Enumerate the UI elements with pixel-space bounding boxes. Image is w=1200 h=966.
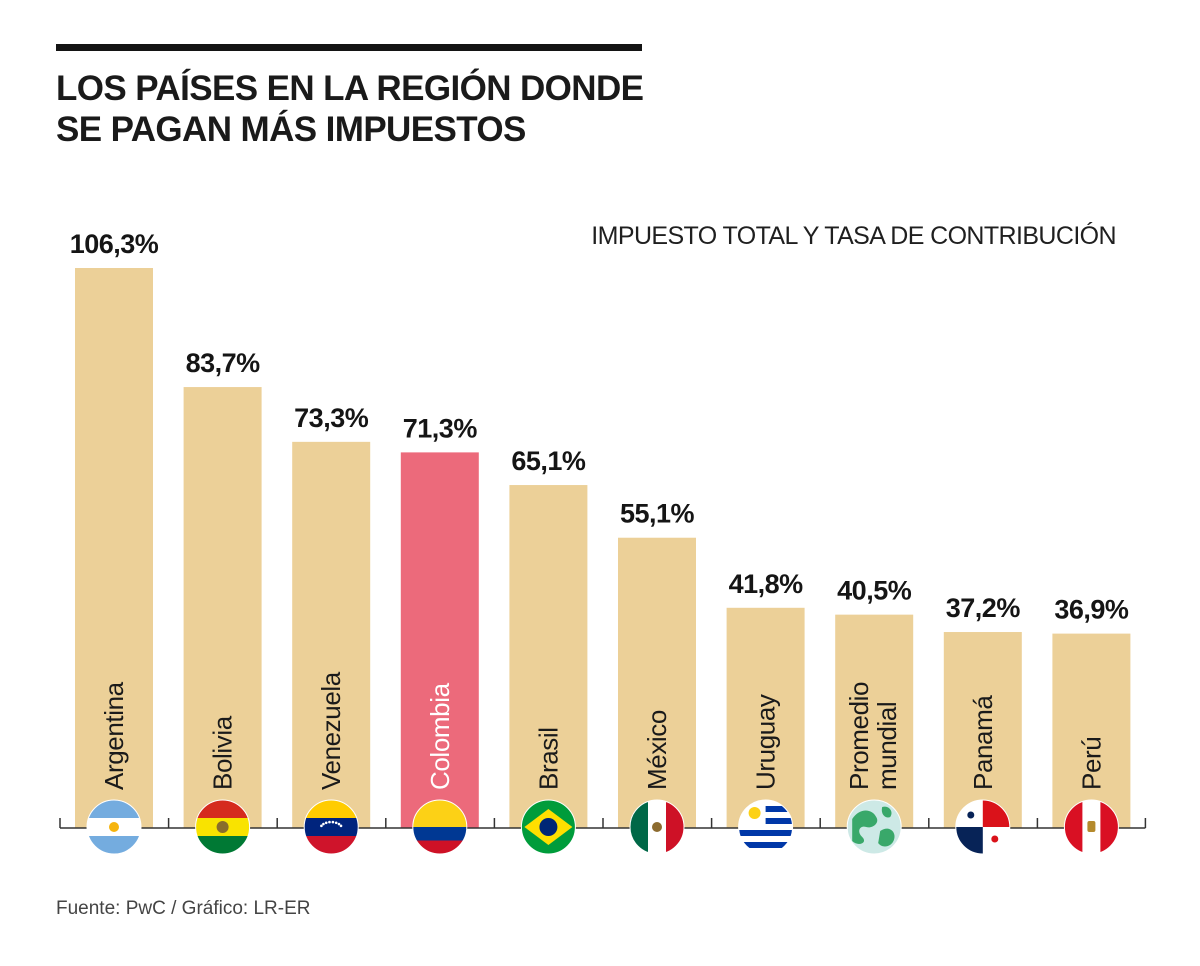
category-label-brasil: Brasil — [533, 727, 563, 790]
bar-promedio-mundial — [835, 614, 914, 828]
title-line-2: SE PAGAN MÁS IMPUESTOS — [56, 110, 526, 149]
panama-flag-icon — [955, 799, 1011, 855]
value-label-venezuela: 73,3% — [294, 403, 369, 433]
category-label-panama: Panamá — [968, 695, 998, 790]
bar-venezuela — [292, 441, 371, 828]
category-label-peru: Perú — [1076, 737, 1106, 790]
title-line-1: LOS PAÍSES EN LA REGIÓN DONDE — [56, 69, 644, 108]
value-label-argentina: 106,3% — [70, 229, 159, 259]
category-label-argentina: Argentina — [99, 681, 129, 790]
value-label-peru: 36,9% — [1054, 595, 1129, 625]
source-note: Fuente: PwC / Gráfico: LR-ER — [56, 898, 311, 919]
mexico-flag-icon — [629, 799, 685, 855]
value-label-panama: 37,2% — [946, 593, 1021, 623]
value-label-brasil: 65,1% — [511, 446, 586, 476]
bar-bolivia — [183, 387, 262, 828]
bar-mexico — [618, 537, 696, 828]
uruguay-flag-icon — [738, 799, 794, 855]
peru-flag-icon — [1063, 799, 1119, 855]
brazil-flag-icon — [520, 799, 576, 855]
category-label-colombia: Colombia — [425, 682, 455, 790]
value-label-promedio-mundial: 40,5% — [837, 576, 912, 606]
bar-panama — [943, 632, 1022, 828]
value-label-bolivia: 83,7% — [186, 348, 261, 378]
chart-title: LOS PAÍSES EN LA REGIÓN DONDE SE PAGAN M… — [56, 68, 696, 150]
bar-peru — [1052, 633, 1131, 828]
category-label-uruguay: Uruguay — [751, 694, 781, 790]
value-label-mexico: 55,1% — [620, 499, 695, 529]
bolivia-flag-icon — [195, 799, 251, 855]
world-globe-icon — [846, 799, 902, 855]
bar-brasil — [509, 485, 588, 828]
category-label-mexico: México — [642, 710, 672, 790]
category-label-bolivia: Bolivia — [208, 715, 238, 790]
bar-colombia — [400, 452, 479, 828]
venezuela-flag-icon — [303, 799, 359, 855]
category-label-venezuela: Venezuela — [316, 671, 346, 790]
title-rule — [56, 44, 642, 51]
category-label-promedio-mundial: Promediomundial — [844, 682, 902, 790]
value-label-colombia: 71,3% — [403, 413, 478, 443]
bar-argentina — [75, 268, 153, 828]
argentina-flag-icon — [86, 799, 142, 855]
colombia-flag-icon — [412, 799, 468, 855]
value-label-uruguay: 41,8% — [729, 569, 804, 599]
bar-uruguay — [726, 607, 805, 828]
chart-subtitle: IMPUESTO TOTAL Y TASA DE CONTRIBUCIÓN — [591, 222, 1116, 250]
